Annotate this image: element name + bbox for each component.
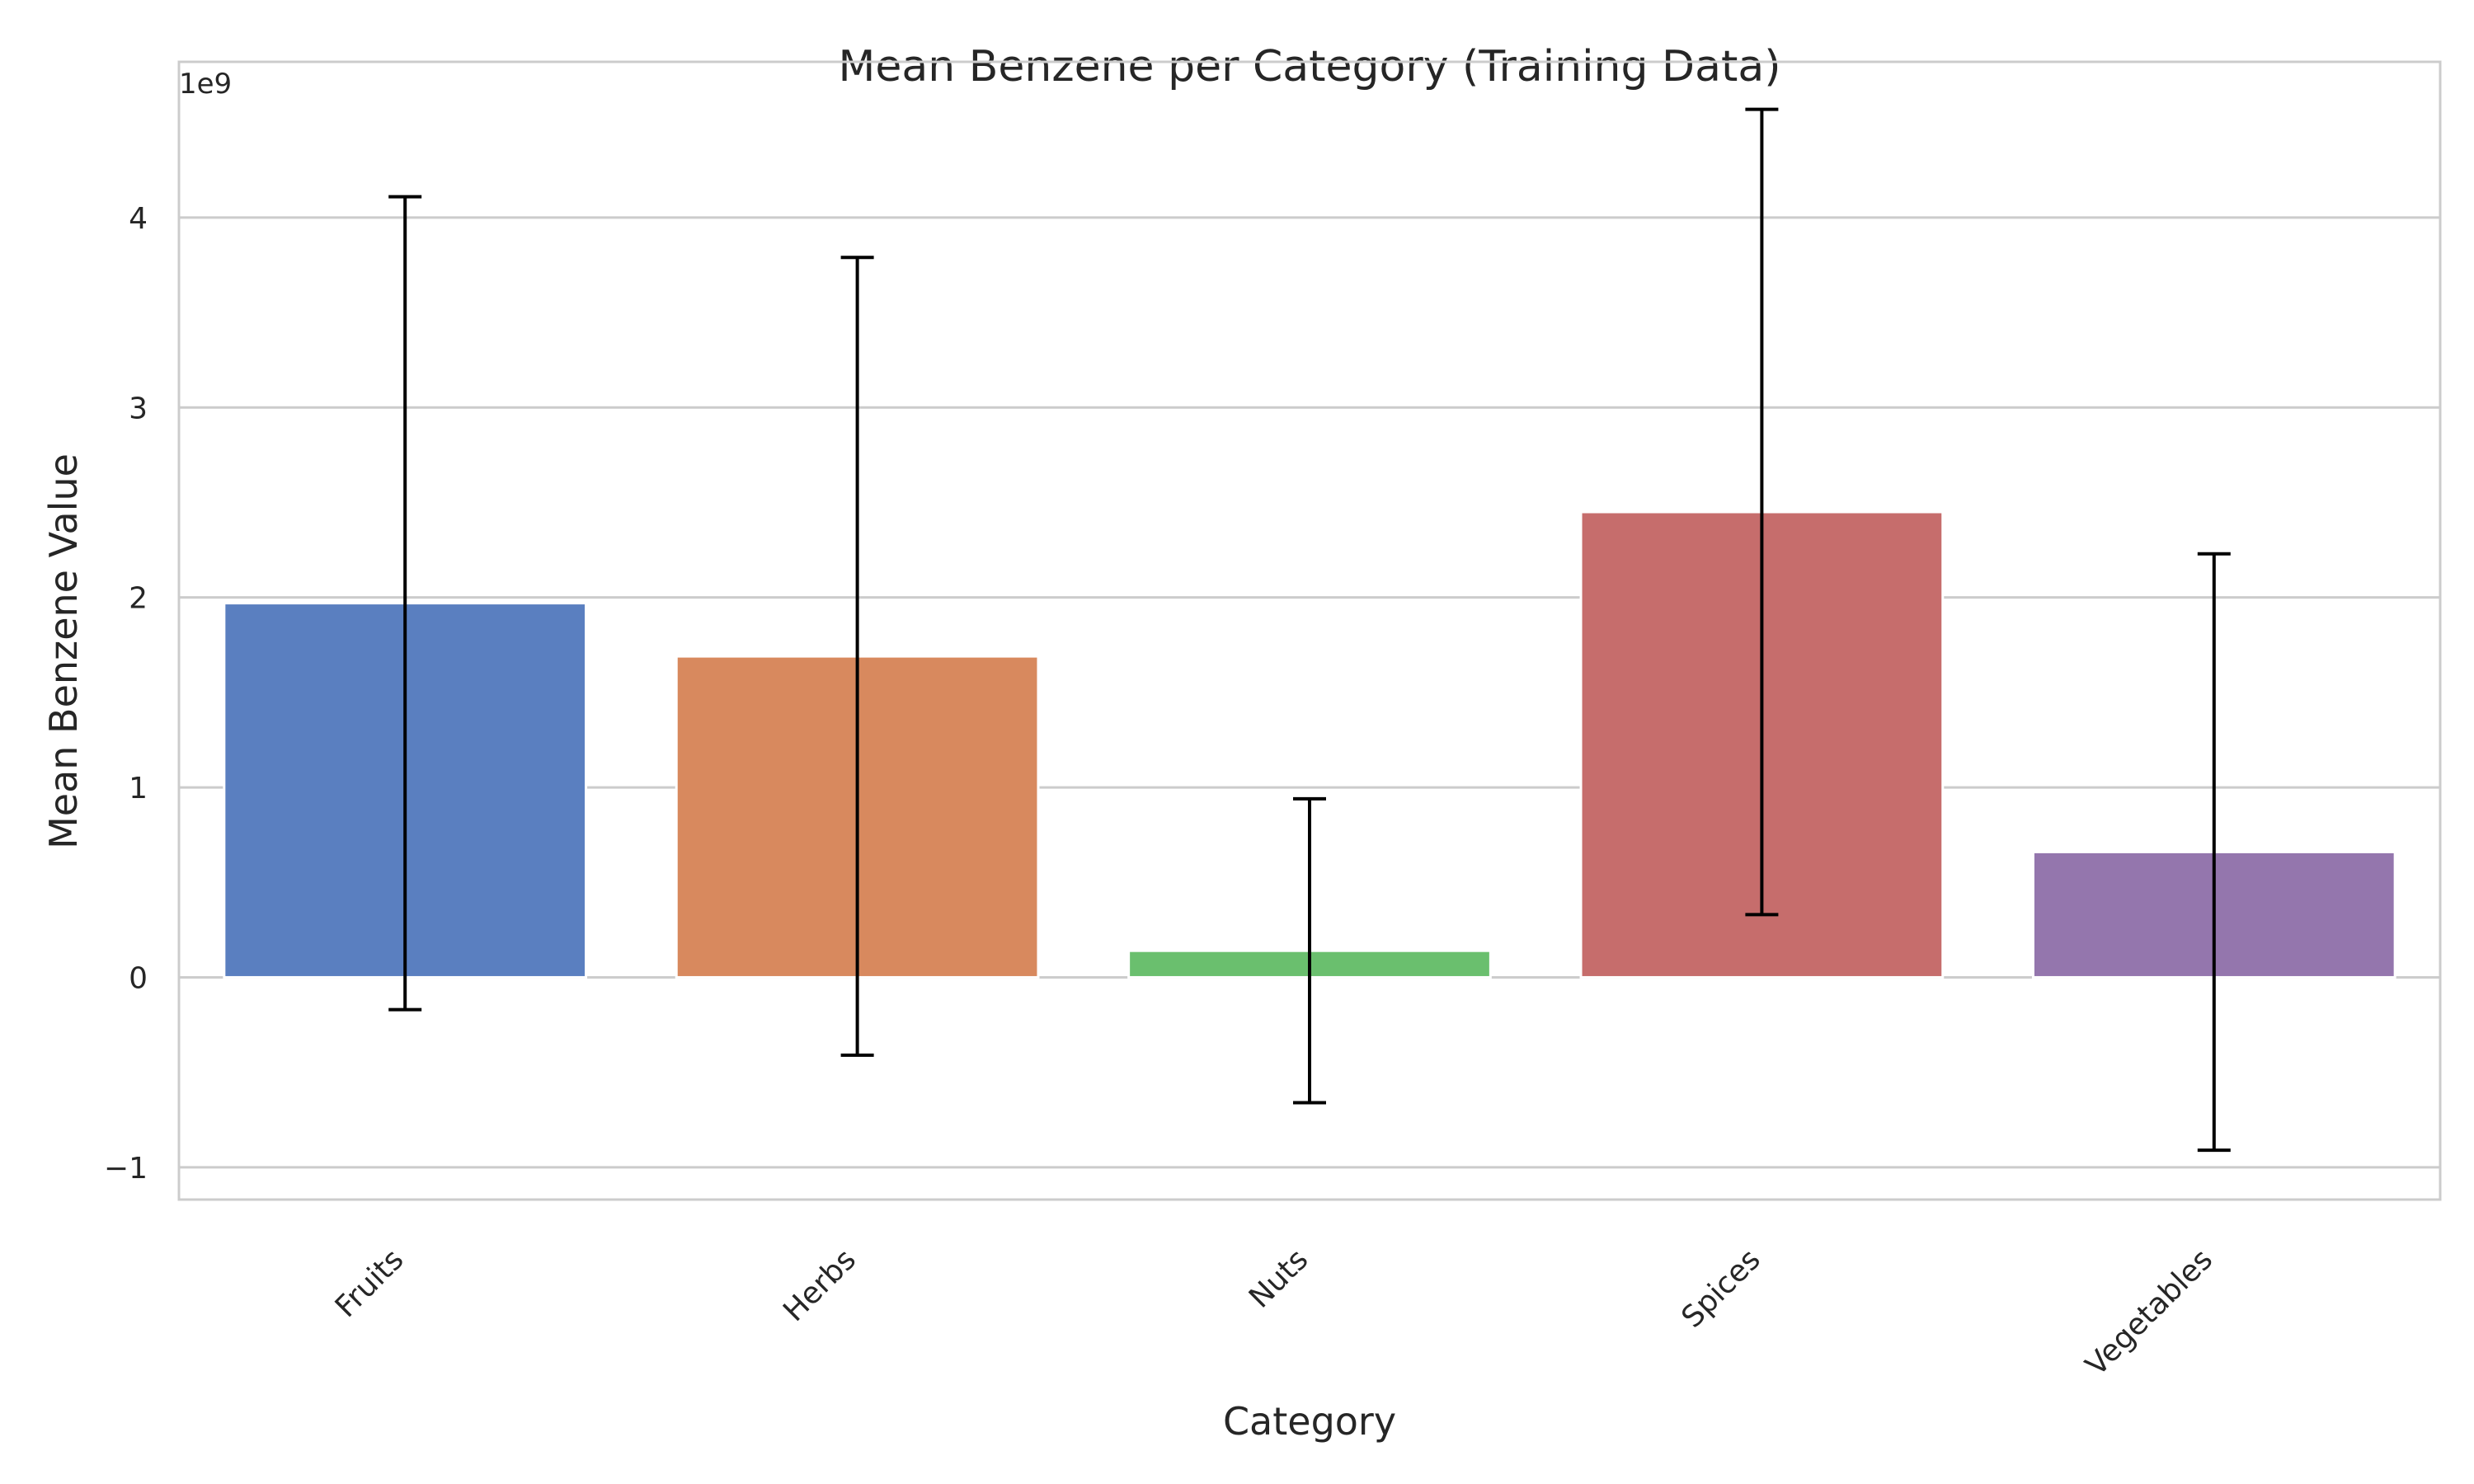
plot-frame <box>177 60 2442 1201</box>
y-offset-label: 1e9 <box>179 68 232 101</box>
y-tick-label: 3 <box>129 392 148 425</box>
y-axis-label: Mean Benzene Value <box>41 453 86 849</box>
x-tick-label-fruits: Fruits <box>329 1242 411 1324</box>
y-tick-label: 0 <box>129 961 148 995</box>
x-tick-label-spices: Spices <box>1675 1242 1766 1334</box>
x-axis-label: Category <box>1223 1399 1396 1444</box>
error-bars <box>388 107 2231 1153</box>
chart-title: Mean Benzene per Category (Training Data… <box>838 42 1780 92</box>
x-tick-labels: Fruits Herbs Nuts Spices Vegetables <box>329 1242 2219 1383</box>
y-tick-labels: −1 0 1 2 3 4 <box>104 202 148 1186</box>
x-tick-label-vegetables: Vegetables <box>2080 1242 2220 1383</box>
x-tick-label-herbs: Herbs <box>777 1242 863 1328</box>
y-tick-label: −1 <box>104 1152 148 1186</box>
y-tick-label: 4 <box>129 202 148 236</box>
x-tick-label-nuts: Nuts <box>1243 1242 1315 1314</box>
y-tick-label: 1 <box>129 772 148 805</box>
y-tick-label: 2 <box>129 582 148 616</box>
